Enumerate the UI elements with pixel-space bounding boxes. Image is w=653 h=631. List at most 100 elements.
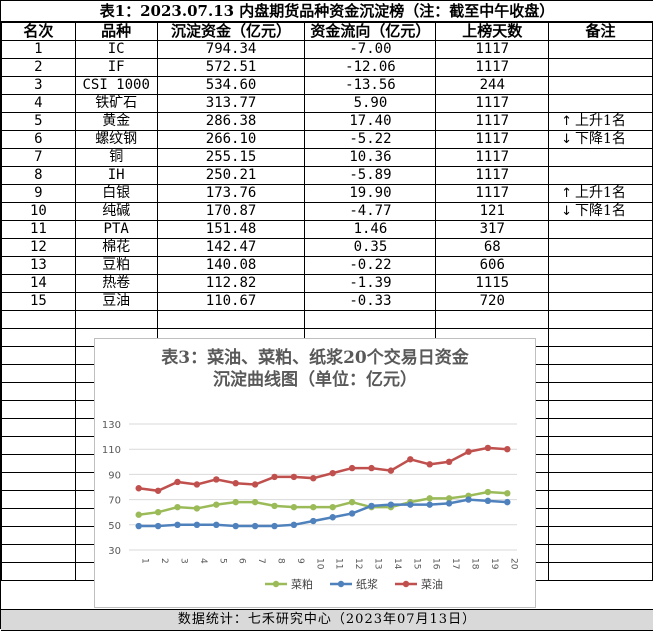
cell-days: 317	[435, 220, 550, 239]
empty-cell	[548, 382, 653, 401]
empty-cell	[1, 310, 76, 329]
cell-funds: 173.76	[156, 184, 306, 203]
cell-funds: 255.15	[156, 148, 306, 167]
data-point	[310, 517, 317, 525]
cell-note	[548, 166, 653, 185]
cell-note	[548, 238, 653, 257]
cell-name: 铁矿石	[74, 94, 158, 113]
cell-funds: 572.51	[156, 58, 306, 77]
cell-funds: 110.67	[156, 292, 306, 311]
data-point	[232, 522, 239, 530]
empty-cell	[548, 400, 653, 419]
cell-name: 黄金	[74, 112, 158, 131]
cell-funds: 112.82	[156, 274, 306, 293]
cell-rank: 15	[1, 292, 76, 311]
table-row: 15 豆油 110.67 -0.33 720	[1, 292, 653, 311]
cell-days: 1117	[435, 184, 550, 203]
empty-cell	[548, 562, 653, 581]
cell-funds: 794.34	[156, 40, 306, 59]
data-point	[504, 498, 511, 506]
cell-rank: 5	[1, 112, 76, 131]
data-source-footer: 数据统计：七禾研究中心（2023年07月13日）	[1, 609, 653, 631]
x-tick-label: 1	[140, 558, 150, 564]
cell-days: 1117	[435, 130, 550, 149]
data-point	[426, 501, 433, 508]
column-header: 备注	[548, 22, 653, 41]
cell-note	[548, 58, 653, 77]
data-point	[135, 485, 142, 492]
x-tick-label: 9	[295, 558, 305, 564]
cell-rank: 12	[1, 238, 76, 257]
cell-flow: 10.36	[304, 148, 437, 167]
column-header: 名次	[1, 22, 76, 41]
cell-note	[548, 256, 653, 275]
data-point	[348, 510, 356, 517]
data-point	[348, 464, 356, 472]
cell-note	[548, 220, 653, 239]
data-point	[174, 521, 181, 528]
data-point	[484, 444, 492, 452]
data-point	[504, 446, 511, 453]
y-tick-label: 70	[108, 496, 121, 507]
cell-days: 1117	[435, 166, 550, 185]
cell-days: 1117	[435, 112, 550, 131]
cell-flow: -13.56	[304, 76, 437, 95]
cell-rank: 7	[1, 148, 76, 167]
data-point	[426, 495, 433, 502]
table-row: 8 IH 250.21 -5.89 1117	[1, 166, 653, 185]
data-point	[213, 521, 220, 528]
column-header: 沉淀资金（亿元）	[156, 22, 306, 41]
data-point	[407, 456, 414, 463]
table-title: 表1：2023.07.13 内盘期货品种资金沉淀榜（注：截至中午收盘）	[1, 1, 653, 22]
data-point	[504, 490, 511, 497]
x-tick-label: 7	[256, 558, 266, 564]
cell-note	[548, 76, 653, 95]
cell-days: 1117	[435, 94, 550, 113]
empty-cell	[548, 346, 653, 365]
empty-cell	[1, 508, 76, 527]
x-tick-label: 20	[508, 558, 518, 570]
data-point	[348, 498, 356, 506]
data-point	[232, 480, 239, 487]
y-tick-label: 110	[102, 445, 121, 456]
cell-rank: 8	[1, 166, 76, 185]
x-tick-label: 5	[217, 558, 227, 564]
cell-name: 豆粕	[74, 256, 158, 275]
empty-cell	[1, 562, 76, 581]
chart-title: 表3：菜油、菜粕、纸浆20个交易日资金 沉淀曲线图（单位：亿元）	[95, 347, 535, 391]
column-header: 品种	[74, 22, 158, 41]
empty-cell	[548, 328, 653, 347]
x-tick-label: 15	[411, 558, 421, 569]
table-row: 7 铜 255.15 10.36 1117	[1, 148, 653, 167]
cell-name: 豆油	[74, 292, 158, 311]
data-point	[213, 501, 220, 508]
table-row: 13 豆粕 140.08 -0.22 606	[1, 256, 653, 275]
data-point	[426, 461, 433, 468]
empty-row	[1, 310, 653, 329]
column-header: 资金流向（亿元）	[304, 22, 437, 41]
cell-rank: 13	[1, 256, 76, 275]
cell-days: 68	[435, 238, 550, 257]
data-point	[232, 498, 239, 506]
data-point	[251, 522, 259, 530]
ranking-table: 名次 品种 沉淀资金（亿元） 资金流向（亿元） 上榜天数 备注 1 IC 794.34 -7.00…	[1, 22, 653, 581]
empty-cell	[548, 436, 653, 455]
y-tick-label: 30	[108, 546, 121, 557]
table-row: 2 IF 572.51 -12.06 1117	[1, 58, 653, 77]
data-point	[251, 498, 259, 506]
cell-flow: -0.33	[304, 292, 437, 311]
note-text: 下降1名	[575, 131, 626, 148]
cell-flow: 17.40	[304, 112, 437, 131]
empty-cell	[548, 310, 653, 329]
empty-cell	[1, 490, 76, 509]
cell-flow: 0.35	[304, 238, 437, 257]
cell-rank: 1	[1, 40, 76, 59]
cell-name: 纯碱	[74, 202, 158, 221]
data-point	[154, 509, 162, 516]
empty-cell	[156, 310, 306, 329]
data-point	[174, 503, 181, 511]
empty-cell	[1, 400, 76, 419]
y-tick-label: 90	[108, 470, 121, 481]
table-row: 4 铁矿石 313.77 5.90 1117	[1, 94, 653, 113]
